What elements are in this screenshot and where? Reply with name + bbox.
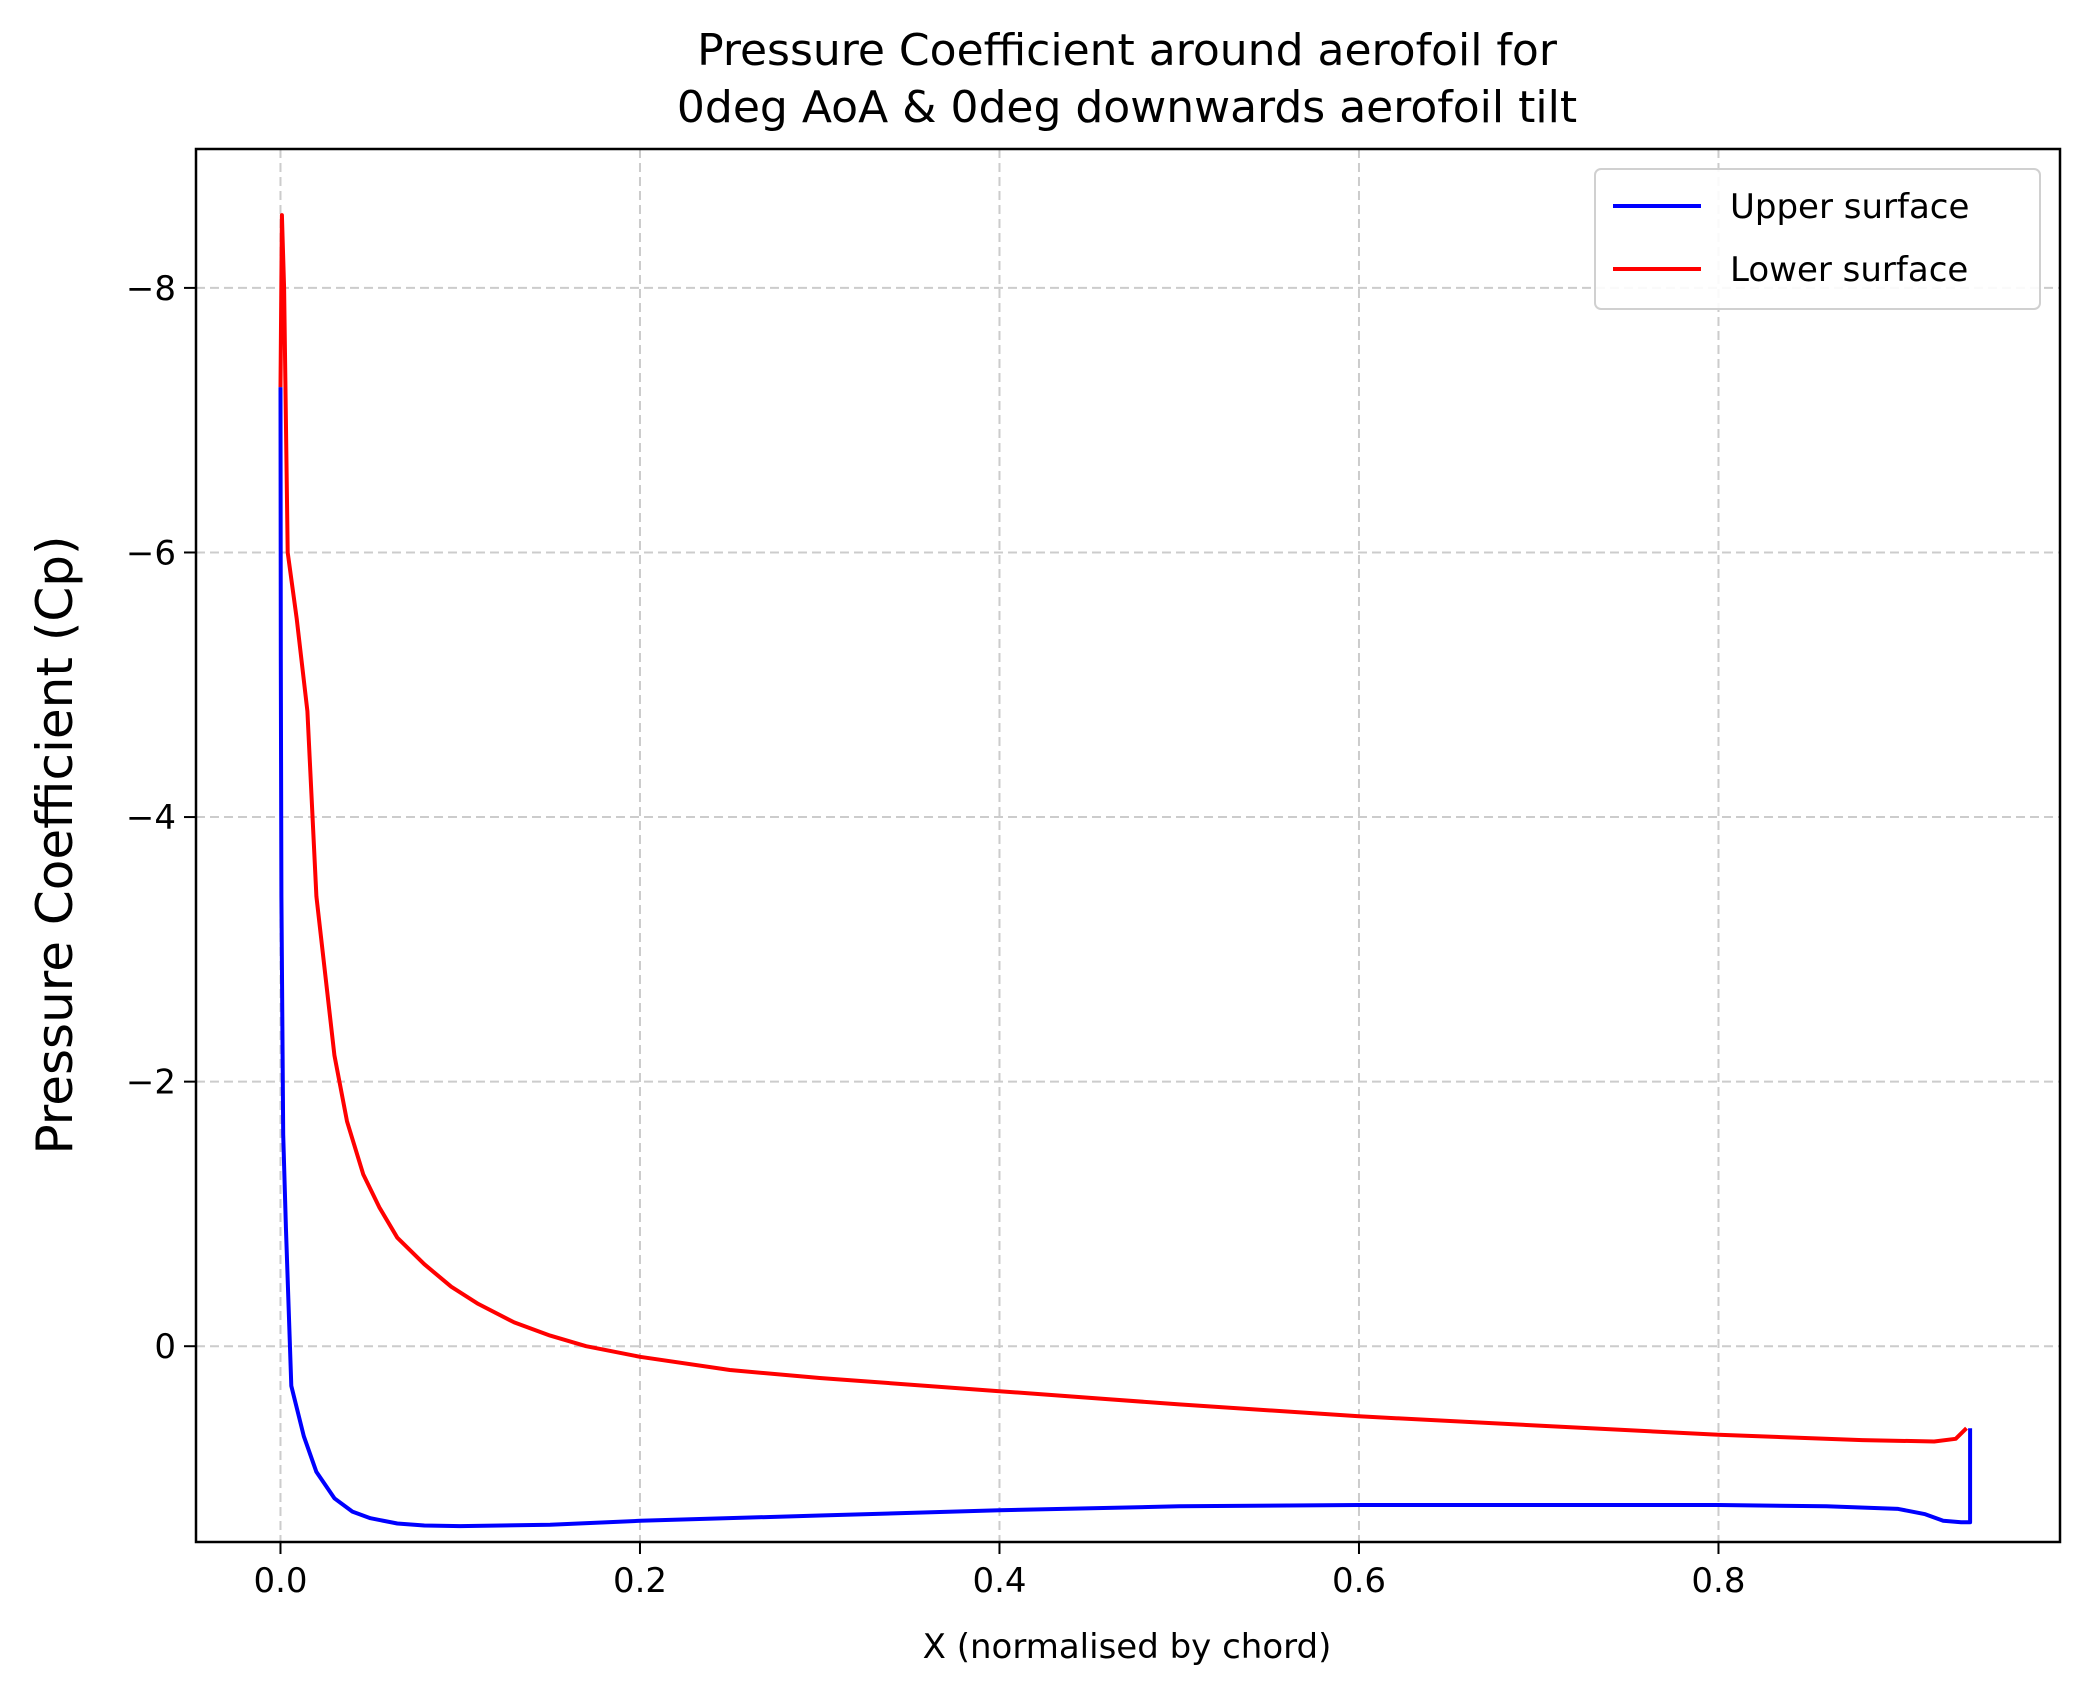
y-tick-label: 0 (154, 1327, 176, 1367)
axis-ticks: 0.0 0.2 0.4 0.6 0.8 −8 −6 −4 −2 0 (126, 269, 1746, 1601)
x-tick-label: 0.4 (972, 1561, 1026, 1601)
grid-lines (196, 149, 2060, 1542)
legend: Upper surface Lower surface (1594, 168, 2041, 310)
legend-label-upper-surface: Upper surface (1730, 187, 1969, 227)
y-tick-label: −4 (126, 798, 176, 838)
x-axis-label: X (normalised by chord) (923, 1627, 1332, 1667)
x-tick-label: 0.0 (253, 1561, 307, 1601)
chart-title-line-2: 0deg AoA & 0deg downwards aerofoil tilt (677, 82, 1577, 133)
y-axis-label: Pressure Coefficient (Cp) (26, 536, 84, 1155)
y-tick-label: −8 (126, 269, 176, 309)
x-tick-label: 0.2 (613, 1561, 667, 1601)
data-series (278, 213, 1973, 1529)
x-tick-label: 0.6 (1332, 1561, 1386, 1601)
y-tick-label: −6 (126, 533, 176, 573)
legend-label-lower-surface: Lower surface (1730, 250, 1968, 290)
series-line-lower-surface (278, 213, 1968, 1444)
legend-box (1594, 168, 2041, 310)
chart-title-line-1: Pressure Coefficient around aerofoil for (697, 25, 1558, 76)
series-line-upper-surface (278, 387, 1973, 1529)
x-tick-label: 0.8 (1691, 1561, 1745, 1601)
y-tick-label: −2 (126, 1063, 176, 1103)
plot-area-frame (194, 147, 2062, 1544)
